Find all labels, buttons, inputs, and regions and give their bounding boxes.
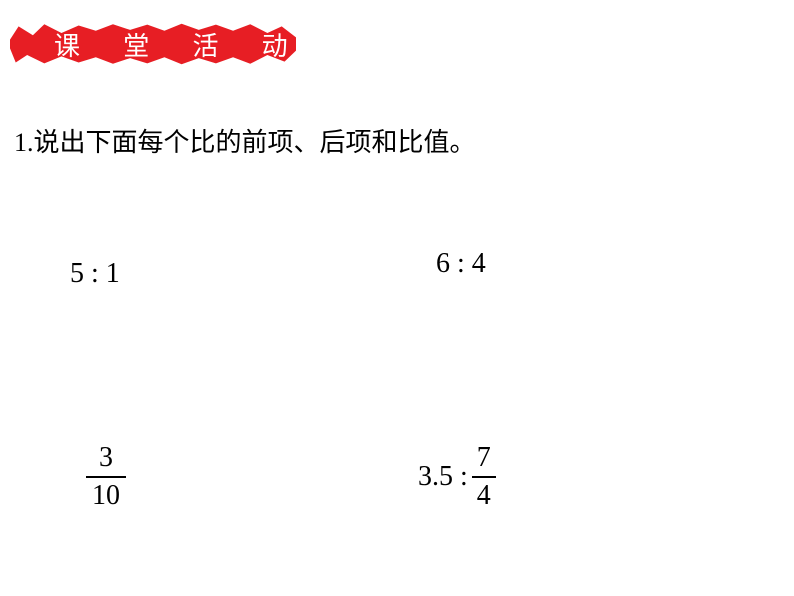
- fraction-denominator: 10: [86, 480, 126, 512]
- mixed-lead: 3.5 :: [418, 442, 468, 512]
- ratio-6-4: 6 : 4: [436, 248, 486, 280]
- fraction-bar: [86, 476, 126, 478]
- mixed-fraction-bar: [472, 476, 496, 478]
- fraction-numerator: 3: [86, 442, 126, 474]
- mixed-denominator: 4: [472, 480, 496, 512]
- mixed-numerator: 7: [472, 442, 496, 474]
- question-line: 1.说出下面每个比的前项、后项和比值。: [14, 122, 476, 159]
- question-text: 说出下面每个比的前项、后项和比值。: [34, 128, 476, 157]
- ratio-5-1: 5 : 1: [70, 258, 120, 290]
- fraction-3-10: 3 10: [86, 442, 126, 512]
- banner-text: 课 堂 活 动: [54, 26, 306, 63]
- question-number: 1.: [14, 128, 34, 157]
- mixed-fraction: 7 4: [472, 442, 496, 512]
- ratio-3p5-7over4: 3.5 : 7 4: [418, 442, 496, 512]
